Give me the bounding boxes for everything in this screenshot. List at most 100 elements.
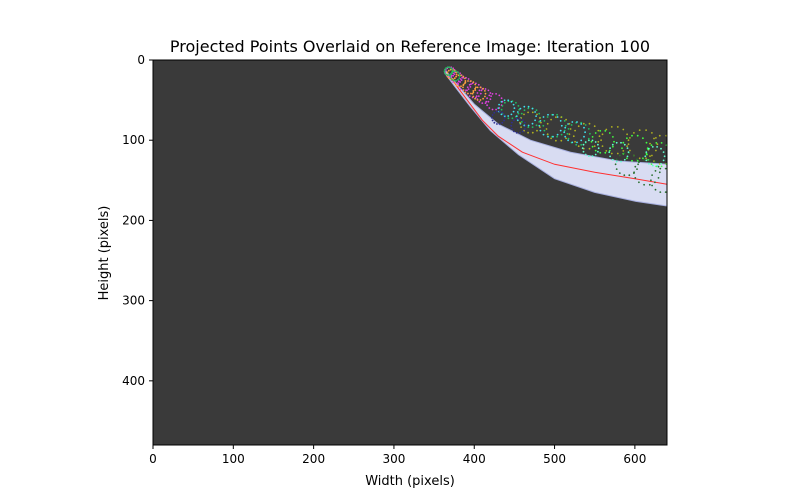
data-point [469,86,472,88]
data-point [542,124,545,127]
data-point [455,70,457,73]
data-point [609,155,611,158]
data-point [524,121,526,124]
data-point [669,159,671,161]
data-point [615,168,618,171]
data-point [503,119,505,122]
data-point [472,90,475,92]
data-point [547,113,549,116]
data-point [664,191,667,194]
data-point [563,120,566,122]
data-point [539,117,541,119]
data-point [527,107,530,110]
data-point [478,89,481,92]
data-point [657,177,660,179]
y-tick-label: 400 [122,374,145,388]
data-point [458,73,461,75]
x-tick-label: 0 [149,452,157,466]
data-point [443,70,446,73]
data-point [600,139,602,142]
data-point [644,155,647,158]
data-point [576,141,578,144]
data-point [569,128,572,130]
data-point [479,92,482,95]
data-point [669,149,671,151]
data-point [474,89,477,91]
data-point [646,153,648,156]
data-point [567,127,570,130]
data-point [535,124,538,127]
data-point [616,152,619,155]
data-point [539,120,542,122]
data-point [572,135,575,138]
data-point [650,144,653,147]
data-point [484,88,487,90]
data-point [520,112,523,115]
data-point [493,121,496,124]
data-point [567,139,569,142]
y-axis-label: Height (pixels) [97,206,112,301]
data-point [511,127,513,130]
data-point [622,141,625,144]
data-point [605,128,608,131]
data-point [588,155,590,158]
data-point [458,77,461,79]
data-point [498,103,500,106]
data-point [453,79,455,82]
data-point [664,167,667,170]
data-point [462,86,464,89]
data-point [519,131,521,134]
data-point [552,135,554,138]
data-point [633,154,635,157]
data-point [455,75,458,78]
data-point [542,116,545,118]
data-point [527,126,530,128]
data-point [477,95,480,97]
series-4 [497,99,586,144]
data-point [484,95,486,98]
data-point [447,69,450,72]
data-point [462,75,465,78]
data-point [511,117,514,120]
series-line [448,74,667,185]
data-point [545,128,548,130]
data-point [568,122,571,125]
data-point [597,150,599,153]
data-point [501,105,504,107]
x-tick-label: 400 [463,452,486,466]
data-point [648,183,651,186]
data-point [649,155,651,158]
data-point [451,68,454,71]
data-point [464,77,466,80]
data-point [474,87,476,90]
data-point [588,122,591,125]
data-point [507,115,510,117]
data-point [479,86,482,89]
data-point [513,130,515,133]
x-tick-label: 200 [302,452,325,466]
x-axis-label: Width (pixels) [365,474,455,489]
data-point [571,141,574,144]
data-point [564,124,567,127]
data-point [628,174,631,177]
data-point [634,177,637,179]
data-point [457,85,460,88]
data-point [643,183,645,186]
data-point [564,135,567,138]
data-point [515,131,518,134]
data-point [522,119,524,121]
data-point [475,86,477,89]
x-tick-label: 100 [222,452,245,466]
data-point [531,126,534,128]
data-point [609,147,611,150]
data-point [651,164,654,167]
data-point [638,161,640,164]
data-point [575,143,578,146]
data-point [474,83,477,86]
data-point [471,92,474,95]
data-point [608,151,611,154]
data-point [543,120,546,122]
data-point [490,95,492,97]
data-point [507,99,510,102]
